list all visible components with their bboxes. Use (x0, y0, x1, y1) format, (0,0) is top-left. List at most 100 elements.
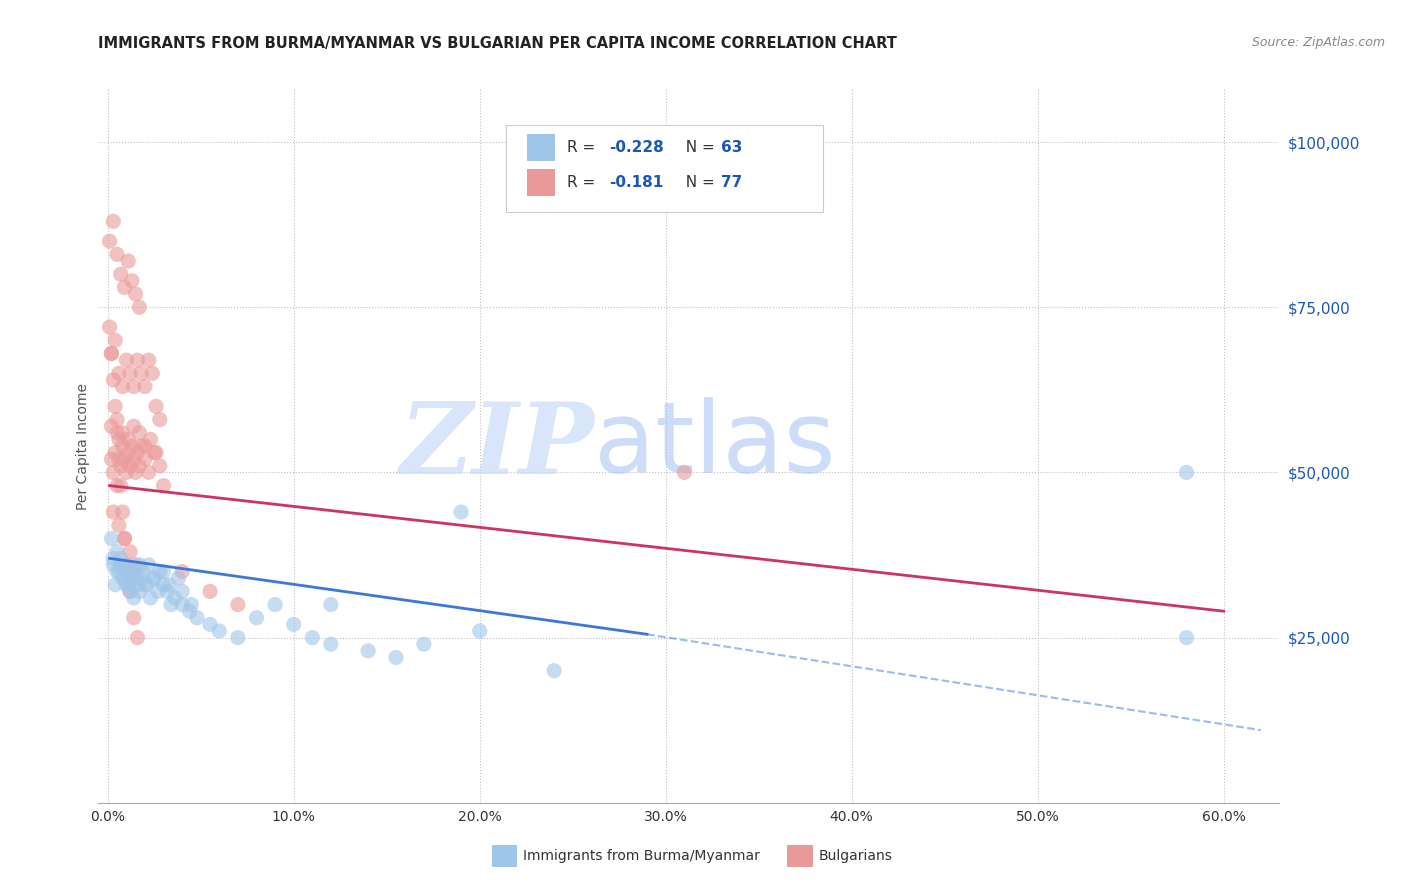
Text: N =: N = (676, 176, 720, 190)
Point (121, 565, 143, 579)
Point (1175, 466, 1198, 480)
Text: R =: R = (567, 176, 605, 190)
Point (111, 571, 134, 585)
Point (132, 565, 155, 579)
Point (127, 353, 149, 368)
Point (105, 425, 128, 440)
Point (134, 379, 156, 393)
Point (152, 565, 174, 579)
Point (104, 333, 127, 347)
Point (172, 565, 194, 579)
Point (450, 505, 472, 519)
Point (103, 505, 125, 519)
Point (117, 254, 139, 268)
Point (138, 558, 160, 572)
Point (160, 598, 183, 612)
Point (114, 571, 136, 585)
Point (208, 624, 231, 638)
Point (103, 551, 125, 566)
Point (145, 445, 167, 459)
Text: -0.181: -0.181 (609, 176, 664, 190)
Point (117, 578, 139, 592)
Point (1175, 631, 1198, 645)
Point (134, 452, 156, 467)
Point (114, 558, 136, 572)
Point (145, 400, 167, 414)
Text: 77: 77 (721, 176, 742, 190)
Point (172, 584, 194, 599)
Point (127, 631, 149, 645)
Point (100, 452, 122, 467)
Point (115, 558, 138, 572)
Point (100, 419, 122, 434)
Point (543, 664, 565, 678)
Point (118, 545, 141, 559)
Point (412, 637, 434, 651)
Point (226, 598, 249, 612)
Point (385, 650, 408, 665)
Point (319, 637, 342, 651)
Point (172, 598, 194, 612)
Point (143, 571, 166, 585)
Point (152, 578, 174, 592)
Point (121, 439, 143, 453)
Point (111, 425, 134, 440)
Point (128, 458, 150, 473)
Point (149, 565, 172, 579)
Text: ZIP: ZIP (399, 398, 595, 494)
Point (186, 611, 208, 625)
Point (98, 234, 121, 248)
Point (124, 565, 146, 579)
Point (156, 584, 179, 599)
Point (117, 433, 139, 447)
Point (105, 565, 128, 579)
Point (114, 452, 136, 467)
Point (110, 267, 132, 281)
Point (127, 445, 149, 459)
Text: Immigrants from Burma/Myanmar: Immigrants from Burma/Myanmar (523, 849, 759, 863)
Point (146, 584, 169, 599)
Point (143, 445, 166, 459)
Point (115, 466, 138, 480)
Point (129, 571, 152, 585)
Point (108, 433, 131, 447)
Point (357, 644, 380, 658)
Point (128, 558, 150, 572)
Point (108, 518, 131, 533)
Point (104, 400, 127, 414)
Point (124, 558, 146, 572)
Point (114, 280, 136, 294)
Point (122, 591, 145, 605)
Point (110, 458, 132, 473)
Point (468, 624, 491, 638)
Point (110, 551, 132, 566)
Point (163, 591, 186, 605)
Point (118, 584, 141, 599)
Point (301, 631, 323, 645)
Text: IMMIGRANTS FROM BURMA/MYANMAR VS BULGARIAN PER CAPITA INCOME CORRELATION CHART: IMMIGRANTS FROM BURMA/MYANMAR VS BULGARI… (98, 36, 897, 51)
Point (105, 247, 128, 261)
Text: Source: ZipAtlas.com: Source: ZipAtlas.com (1251, 36, 1385, 49)
Point (121, 274, 143, 288)
Point (105, 545, 128, 559)
Text: Bulgarians: Bulgarians (818, 849, 893, 863)
Point (127, 578, 149, 592)
Text: N =: N = (676, 140, 720, 154)
Point (115, 578, 138, 592)
Point (111, 505, 134, 519)
Point (100, 346, 122, 360)
Point (122, 452, 145, 467)
Point (114, 532, 136, 546)
Point (115, 353, 138, 368)
Point (100, 346, 122, 360)
Point (121, 571, 143, 585)
Point (138, 466, 160, 480)
Point (143, 571, 166, 585)
Point (179, 604, 201, 618)
Point (149, 458, 172, 473)
Text: R =: R = (567, 140, 600, 154)
Point (111, 439, 134, 453)
Point (122, 419, 145, 434)
Point (108, 367, 131, 381)
Point (139, 591, 162, 605)
